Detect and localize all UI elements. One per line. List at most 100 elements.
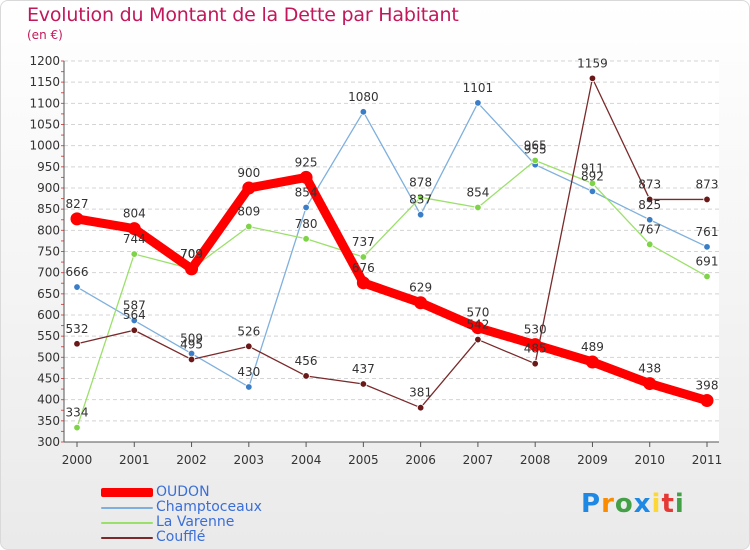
logo-letter: i	[651, 489, 662, 519]
data-label: 532	[66, 322, 89, 336]
data-point	[73, 423, 81, 432]
x-tick-label: 2004	[291, 453, 322, 467]
y-tick-label: 700	[37, 266, 60, 280]
data-label: 1080	[348, 90, 379, 104]
y-tick-label: 950	[37, 160, 60, 174]
y-tick-label: 1050	[29, 118, 60, 132]
x-tick-label: 2006	[405, 453, 436, 467]
data-label: 509	[180, 332, 203, 346]
series-line	[72, 172, 712, 406]
proxiti-logo: Proxiti	[581, 489, 685, 519]
data-point	[474, 203, 482, 212]
legend-item-couffle: Coufflé	[101, 530, 262, 545]
data-label: 438	[638, 362, 661, 376]
x-tick-label: 2009	[577, 453, 608, 467]
legend: OUDON Champtoceaux La Varenne Coufflé	[101, 485, 262, 545]
data-label: 737	[352, 235, 375, 249]
data-point	[474, 99, 482, 107]
data-point	[359, 253, 368, 261]
y-tick-label: 750	[37, 245, 60, 259]
x-tick-label: 2000	[62, 453, 93, 467]
data-point	[585, 355, 599, 369]
y-tick-label: 650	[37, 287, 60, 301]
data-point	[703, 195, 711, 204]
data-point	[703, 272, 711, 281]
series-line	[76, 77, 708, 409]
data-point	[471, 321, 485, 335]
x-tick-label: 2008	[520, 453, 551, 467]
data-point	[130, 250, 138, 258]
data-label: 854	[295, 185, 318, 199]
y-tick-label: 350	[37, 414, 60, 428]
data-point	[643, 377, 657, 391]
y-tick-label: 1000	[29, 139, 60, 153]
data-label: 526	[237, 324, 260, 338]
data-point	[528, 338, 542, 352]
data-label: 456	[295, 354, 318, 368]
y-tick-label: 900	[37, 181, 60, 195]
data-label: 804	[123, 207, 146, 221]
data-label: 709	[180, 247, 203, 261]
y-tick-label: 400	[37, 393, 60, 407]
legend-swatch	[101, 506, 153, 509]
data-point	[299, 170, 313, 184]
data-point	[646, 240, 654, 249]
data-point	[356, 276, 370, 290]
data-label: 1159	[577, 56, 608, 70]
data-label: 780	[295, 217, 318, 231]
data-label: 900	[237, 166, 260, 180]
y-tick-label: 1150	[29, 75, 60, 89]
y-tick-label: 600	[37, 308, 60, 322]
legend-swatch	[101, 488, 153, 497]
data-label: 873	[638, 177, 661, 191]
data-point	[302, 235, 310, 243]
data-label: 629	[409, 281, 432, 295]
y-tick-label: 1100	[29, 96, 60, 110]
data-label: 955	[524, 143, 547, 157]
data-point	[302, 203, 310, 212]
data-point	[302, 372, 310, 380]
data-label: 767	[638, 222, 661, 236]
legend-item-oudon: OUDON	[101, 485, 262, 500]
data-label: 837	[409, 193, 432, 207]
x-tick-label: 2007	[463, 453, 494, 467]
data-label: 666	[66, 265, 89, 279]
x-tick-label: 2001	[119, 453, 150, 467]
data-label: 381	[409, 386, 432, 400]
logo-letter: t	[661, 489, 675, 519]
data-label: 827	[66, 197, 89, 211]
data-point	[130, 326, 138, 334]
legend-label: Champtoceaux	[156, 499, 262, 515]
data-point	[416, 404, 425, 412]
data-point	[245, 383, 253, 391]
data-point	[474, 335, 482, 344]
data-label: 873	[696, 177, 719, 191]
data-label: 825	[638, 198, 661, 212]
x-tick-label: 2003	[234, 453, 265, 467]
data-label: 744	[123, 232, 146, 246]
data-point	[359, 380, 368, 388]
data-point	[70, 212, 84, 226]
data-point	[646, 195, 654, 204]
data-label: 965	[524, 138, 547, 152]
data-label: 587	[123, 299, 146, 313]
legend-label: OUDON	[156, 484, 210, 500]
data-label: 398	[696, 379, 719, 393]
legend-item-champtoceaux: Champtoceaux	[101, 500, 262, 515]
y-tick-label: 850	[37, 202, 60, 216]
chart-title: Evolution du Montant de la Dette par Hab…	[27, 4, 459, 26]
y-tick-label: 800	[37, 223, 60, 237]
data-point	[588, 74, 597, 83]
y-tick-label: 500	[37, 350, 60, 364]
data-point	[73, 340, 81, 348]
legend-item-la-varenne: La Varenne	[101, 515, 262, 530]
data-label: 564	[123, 308, 146, 322]
data-label: 542	[466, 318, 489, 332]
data-point	[414, 296, 428, 310]
data-point	[187, 355, 196, 364]
data-label: 761	[696, 225, 719, 239]
data-label: 691	[696, 254, 719, 268]
logo-letter: r	[601, 489, 615, 519]
